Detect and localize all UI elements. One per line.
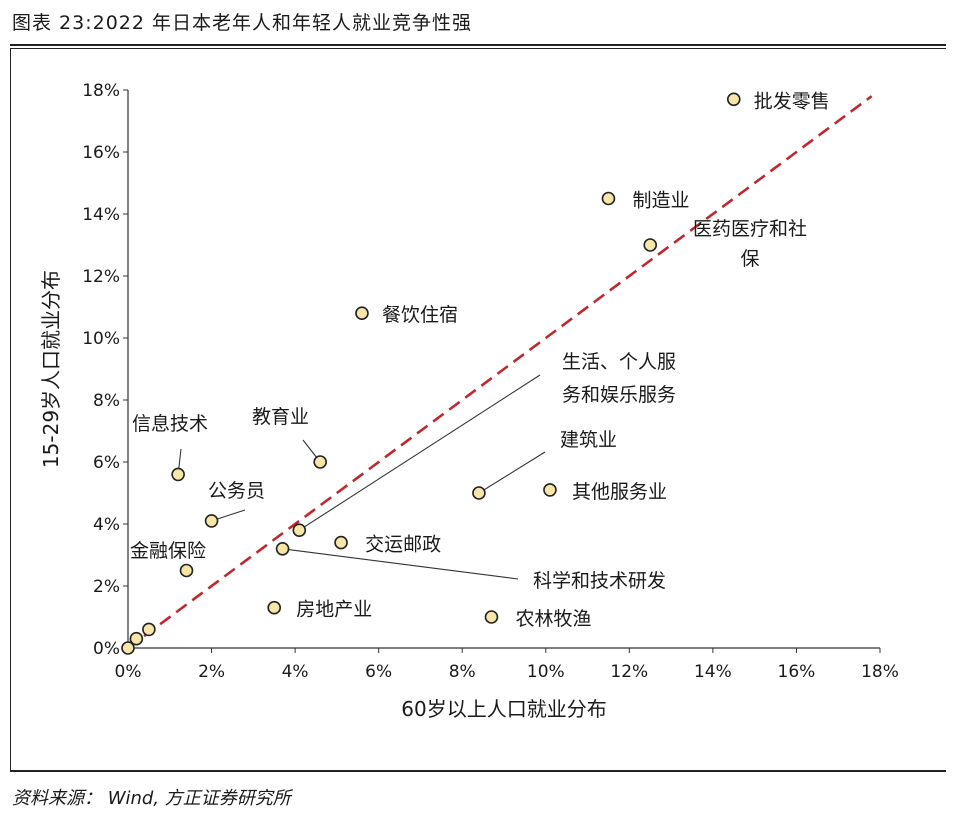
- point-label-line: 生活、个人服: [562, 351, 676, 373]
- point-label: 房地产业: [296, 599, 372, 621]
- source-note: 资料来源： Wind, 方正证券研究所: [12, 788, 291, 809]
- leader-line: [298, 374, 541, 531]
- data-point: [484, 610, 499, 624]
- data-point: [275, 541, 290, 556]
- point-label: 其他服务业: [572, 481, 667, 503]
- point-label: 医药医疗和社保: [693, 218, 807, 270]
- leader-line: [478, 451, 546, 494]
- point-label: 农林牧渔: [515, 608, 591, 630]
- diagonal-line: [127, 95, 873, 650]
- x-tick-label: 4%: [282, 662, 309, 682]
- point-label: 科学和技术研发: [533, 570, 666, 592]
- y-tick-label: 2%: [93, 577, 120, 597]
- point-label: 交运邮政: [365, 534, 441, 556]
- data-point: [334, 535, 348, 550]
- axes: 0% 2% 4% 6% 8% 10% 12% 14% 16% 18% 0% 2% 4% 6% 8% 10% 12…: [82, 81, 899, 682]
- leader-line: [282, 548, 519, 580]
- point-label: 金融保险: [130, 540, 206, 562]
- bottom-rule: [10, 770, 946, 772]
- point-label: 生活、个人服务和娱乐服务: [562, 351, 676, 406]
- point-labels: 批发零售制造业医药医疗和社保餐饮住宿生活、个人服务和娱乐服务建筑业其他服务业信息…: [130, 90, 830, 630]
- x-tick-label: 2%: [198, 662, 225, 682]
- x-tick-label: 10%: [527, 662, 565, 682]
- data-point: [313, 455, 327, 469]
- y-tick-label: 16%: [82, 143, 120, 163]
- data-point: [267, 600, 282, 615]
- point-label: 餐饮住宿: [382, 304, 458, 326]
- point-label: 教育业: [252, 406, 309, 428]
- data-point: [472, 486, 486, 500]
- data-point: [726, 92, 741, 107]
- point-label-line: 医药医疗和社: [693, 218, 807, 240]
- x-tick-label: 14%: [694, 662, 732, 682]
- y-axis-label: 15-29岁人口就业分布: [39, 270, 63, 468]
- y-tick-label: 4%: [93, 515, 120, 535]
- data-point: [292, 523, 307, 538]
- data-point: [204, 514, 219, 528]
- point-label: 公务员: [208, 480, 265, 502]
- y-tick-label: 8%: [93, 391, 120, 411]
- data-point: [142, 622, 156, 637]
- point-label: 制造业: [632, 190, 689, 212]
- leader-lines: [177, 374, 546, 580]
- y-tick-label: 18%: [82, 81, 120, 101]
- data-point: [355, 306, 369, 321]
- point-label: 建筑业: [560, 429, 617, 451]
- figure-title: 图表 23:2022 年日本老年人和年轻人就业竞争性强: [12, 12, 473, 34]
- top-rule: [10, 44, 946, 46]
- x-tick-label: 8%: [449, 662, 476, 682]
- y-tick-label: 12%: [82, 267, 120, 287]
- data-point: [601, 191, 616, 206]
- data-point: [121, 641, 135, 655]
- y-tick-label: 6%: [93, 453, 120, 473]
- x-tick-label: 12%: [610, 662, 648, 682]
- point-label-line: 务和娱乐服务: [562, 384, 676, 406]
- data-point: [129, 631, 144, 646]
- data-point: [179, 563, 194, 578]
- y-tick-label: 10%: [82, 329, 120, 349]
- data-points: [121, 92, 741, 655]
- x-tick-label: 18%: [861, 662, 899, 682]
- diagonal-reference: [127, 95, 873, 650]
- point-label-line: 保: [740, 248, 759, 270]
- y-tick-label: 14%: [82, 205, 120, 225]
- data-point: [643, 238, 658, 252]
- top-rule-thin: [10, 48, 946, 49]
- data-point: [171, 467, 185, 482]
- x-tick-label: 16%: [778, 662, 816, 682]
- y-tick-label: 0%: [93, 639, 120, 659]
- point-label: 信息技术: [132, 413, 208, 435]
- left-frame-line: [10, 48, 11, 770]
- x-axis-label: 60岁以上人口就业分布: [401, 697, 606, 721]
- x-tick-label: 6%: [365, 662, 392, 682]
- x-tick-label: 0%: [115, 662, 142, 682]
- point-label: 批发零售: [754, 90, 830, 112]
- data-point: [543, 483, 557, 497]
